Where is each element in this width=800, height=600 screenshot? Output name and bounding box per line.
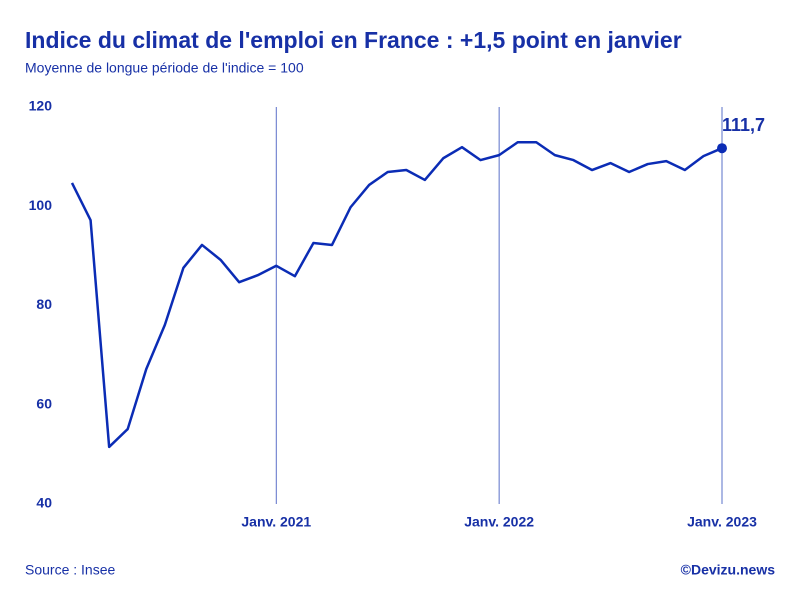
x-tick-label: Janv. 2022 bbox=[464, 514, 534, 530]
credit: ©Devizu.news bbox=[681, 562, 776, 578]
line bbox=[70, 140, 723, 449]
y-tick-label: 100 bbox=[29, 197, 53, 213]
x-tick-label: Janv. 2023 bbox=[687, 514, 757, 530]
chart-title: Indice du climat de l'emploi en France :… bbox=[25, 27, 682, 53]
y-tick-label: 60 bbox=[36, 395, 52, 411]
source: Source : Insee bbox=[25, 562, 115, 578]
x-tick-label: Janv. 2021 bbox=[241, 514, 311, 530]
value-label: 111,7 bbox=[722, 115, 765, 135]
point bbox=[717, 143, 727, 154]
y-tick-label: 120 bbox=[29, 98, 53, 114]
y-tick-label: 80 bbox=[36, 296, 52, 312]
chart-subtitle: Moyenne de longue période de l'indice = … bbox=[25, 60, 304, 76]
y-tick-label: 40 bbox=[36, 495, 52, 511]
